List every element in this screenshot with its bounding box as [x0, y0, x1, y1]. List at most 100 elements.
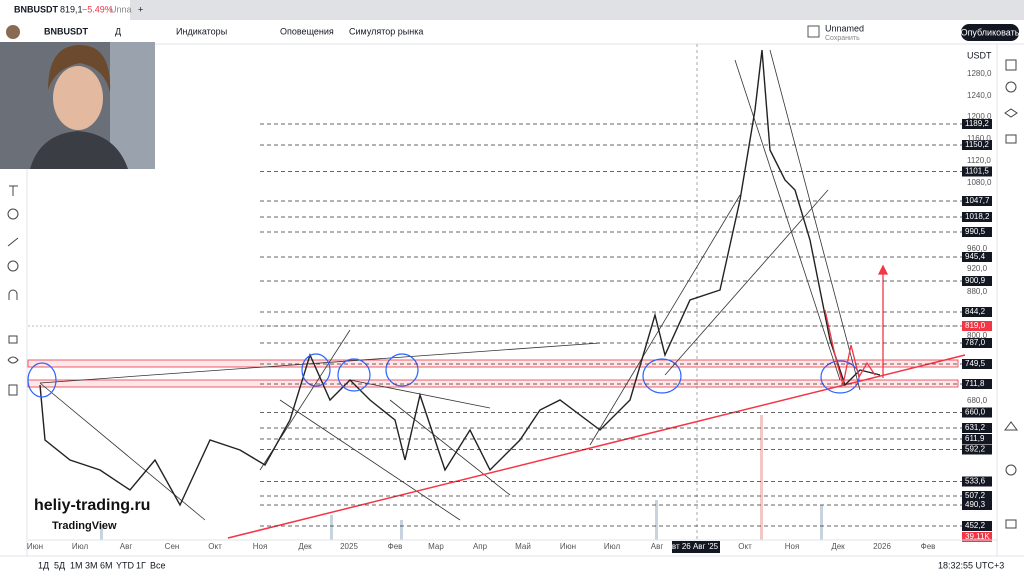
level-box	[962, 407, 992, 418]
price-tick: 1240,0	[967, 91, 992, 100]
level-label: 1101,5	[965, 167, 989, 176]
range-button[interactable]: 3М	[85, 560, 98, 570]
projection-arrows	[824, 264, 889, 386]
level-label: 787,0	[965, 338, 986, 347]
avatar[interactable]	[6, 25, 20, 39]
level-box	[962, 307, 992, 317]
toolbar-symbol[interactable]: BNBUSDT	[44, 26, 89, 36]
tab-change: −5.49%	[82, 4, 113, 14]
level-label: 1018,2	[965, 212, 990, 221]
replay[interactable]: Симулятор рынка	[349, 26, 423, 36]
level-box	[962, 444, 992, 455]
time-label: Дек	[298, 542, 312, 551]
level-box	[962, 212, 992, 222]
range-button[interactable]: Все	[150, 560, 166, 570]
webcam-hair	[48, 45, 111, 93]
range-button[interactable]: 6М	[100, 560, 113, 570]
webcam-bg	[110, 42, 155, 169]
alerts[interactable]: Оповещения	[280, 26, 334, 36]
level-box	[962, 434, 992, 444]
price-tick: 1280,0	[967, 69, 992, 78]
time-label: Фев	[921, 542, 936, 551]
level-label: 507,2	[965, 491, 986, 500]
webcam-shirt	[30, 131, 128, 169]
layout-name[interactable]: Unnamed	[825, 23, 864, 33]
range-button[interactable]: YTD	[116, 560, 135, 570]
time-label: 2025	[340, 542, 358, 551]
time-cursor-box	[672, 541, 720, 553]
level-box	[962, 423, 992, 433]
range-button[interactable]: 5Д	[54, 560, 65, 570]
level-box	[962, 252, 992, 262]
level-box	[962, 359, 992, 369]
level-box	[962, 321, 992, 331]
support-zone	[27, 379, 959, 388]
clock: 18:32:55 UTC+3	[938, 560, 1004, 570]
webcam-face	[53, 66, 103, 130]
level-box	[962, 500, 992, 510]
level-box	[962, 276, 992, 286]
level-box	[962, 532, 992, 542]
range-button[interactable]: 1Г	[136, 560, 146, 570]
layout-save[interactable]: Сохранить	[825, 35, 860, 42]
price-tick: 880,0	[967, 287, 988, 296]
level-box	[962, 476, 992, 487]
indicators[interactable]: Индикаторы	[176, 26, 227, 36]
red-trend-line	[227, 354, 966, 539]
time-label: Дек	[831, 542, 845, 551]
level-label: 452,2	[965, 521, 986, 530]
price-tick: 1080,0	[967, 178, 992, 187]
level-box	[962, 379, 992, 389]
range-button[interactable]: 1М	[70, 560, 83, 570]
level-label: 990,5	[965, 227, 986, 236]
time-label: Июн	[27, 542, 43, 551]
time-label: Авг	[651, 542, 664, 551]
level-label: 39,11K	[965, 532, 990, 541]
level-label: 611,9	[965, 434, 985, 443]
level-label: 711,8	[965, 379, 985, 388]
time-label: Фев	[388, 542, 403, 551]
publish-label: Опубликовать	[961, 27, 1020, 37]
time-label: 2026	[873, 542, 891, 551]
level-label: 1047,7	[965, 196, 990, 205]
time-label: Авг	[120, 542, 133, 551]
time-label: Окт	[738, 542, 752, 551]
price-tick: 1200,0	[967, 112, 992, 121]
level-label: 819,0	[965, 321, 986, 330]
level-label: 592,2	[965, 445, 986, 454]
level-box	[962, 521, 992, 531]
time-label: вт 26 Авг '25	[672, 542, 719, 551]
toolbar	[0, 20, 1024, 44]
price-tick: 1160,0	[967, 134, 991, 143]
range-button[interactable]: 1Д	[38, 560, 49, 570]
level-label: 1189,2	[965, 119, 989, 128]
new-tab[interactable]: +	[138, 4, 143, 14]
sidebar-icons[interactable]	[1004, 59, 1018, 529]
time-label: Окт	[208, 542, 222, 551]
price-tick: 960,0	[967, 244, 988, 253]
drawing-tools[interactable]	[7, 185, 19, 396]
tab-bar	[0, 0, 1024, 20]
level-box	[962, 140, 992, 150]
tab[interactable]	[0, 0, 130, 20]
time-label: Май	[515, 542, 531, 551]
interval[interactable]: Д	[115, 26, 121, 36]
level-label: 844,2	[965, 307, 986, 316]
level-label: 631,2	[965, 423, 986, 432]
price-tick: 680,0	[967, 396, 988, 405]
trend-lines	[39, 49, 861, 521]
publish-button[interactable]	[961, 24, 1019, 41]
watermark-brand: TradingView	[52, 520, 117, 532]
level-label: 1150,2	[965, 140, 989, 149]
level-label: 900,9	[965, 276, 986, 285]
price-path	[39, 49, 881, 507]
layout-icon	[807, 25, 820, 38]
level-box	[962, 119, 992, 129]
chart-area	[27, 44, 966, 540]
time-label: Мар	[428, 542, 444, 551]
level-label: 660,0	[965, 408, 986, 417]
level-box	[962, 491, 992, 501]
tab-rest: Unna	[110, 4, 132, 14]
level-label: 749,5	[965, 359, 986, 368]
